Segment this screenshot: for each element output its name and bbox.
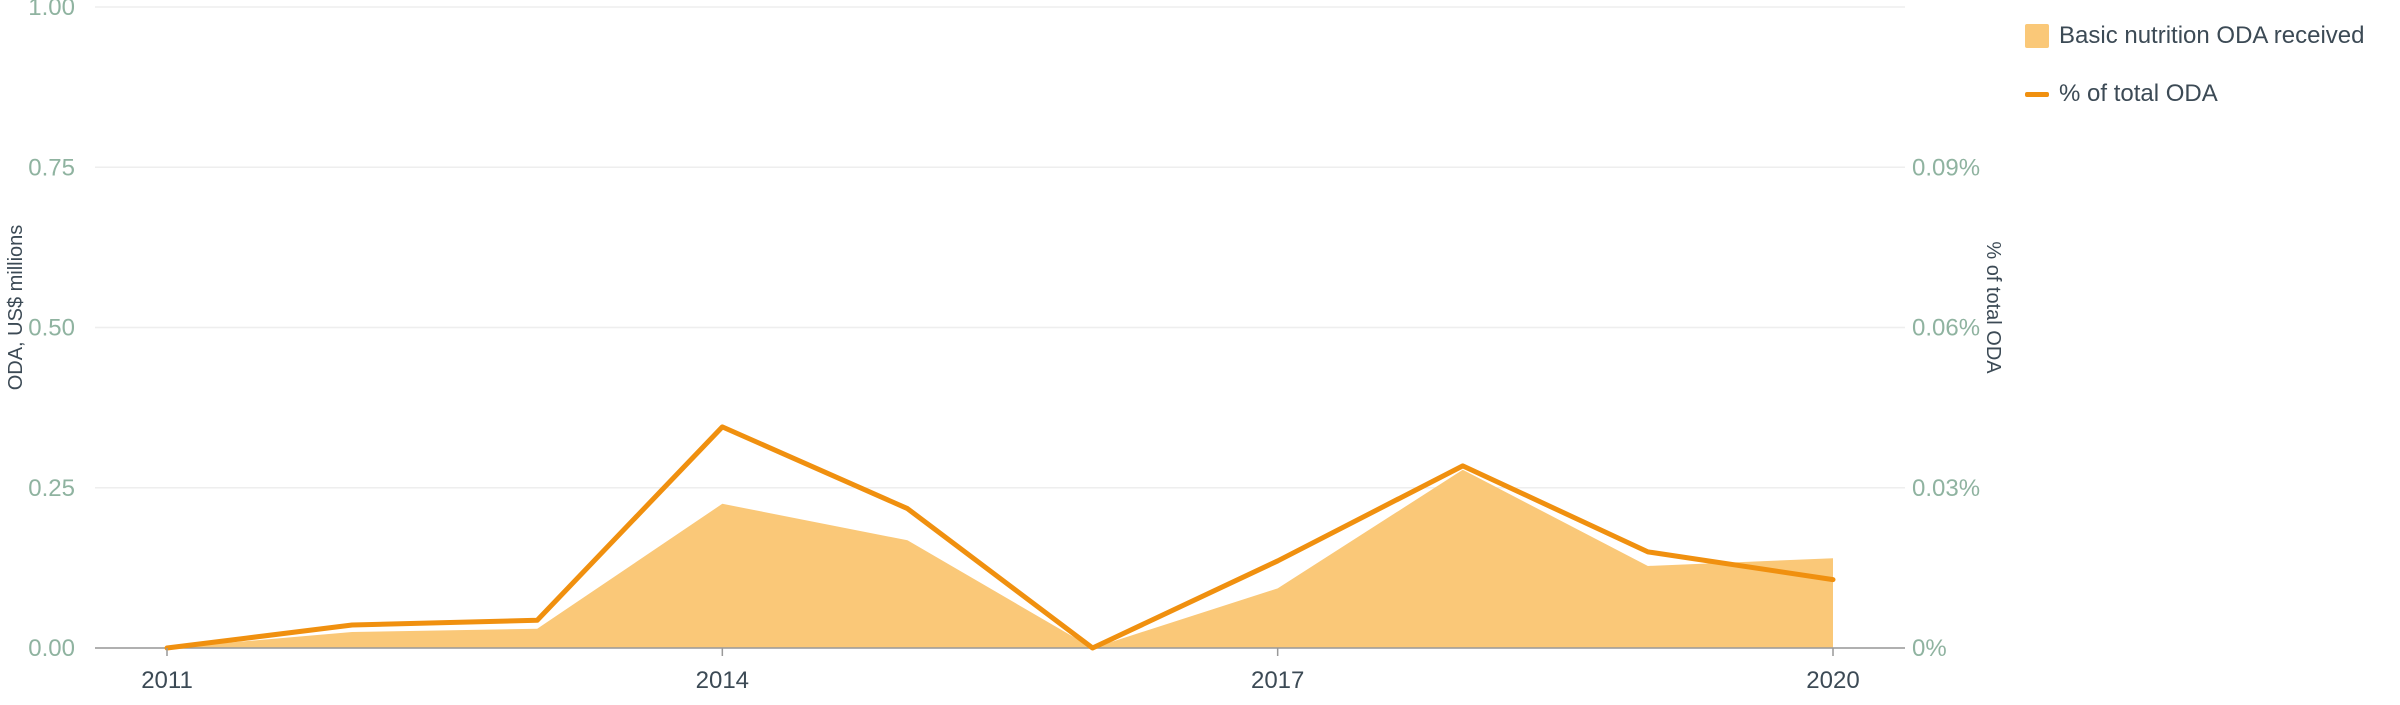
y-tick-label: 1.00 <box>28 0 75 21</box>
y-tick-label: 0.00 <box>28 635 75 662</box>
x-tick-label: 2017 <box>1251 667 1304 694</box>
x-tick-label: 2014 <box>696 667 749 694</box>
line-series-pct-total-oda <box>164 424 1836 651</box>
y2-axis-title: % of total ODA <box>1982 241 2004 374</box>
legend-label-area: Basic nutrition ODA received <box>2059 22 2365 49</box>
legend-item-area[interactable]: Basic nutrition ODA received <box>2025 18 2395 54</box>
legend-swatch-area <box>2025 24 2049 48</box>
y2-tick-label: 0% <box>1912 635 1947 662</box>
y-tick-label: 0.25 <box>28 475 75 502</box>
y2-tick-label: 0.03% <box>1912 475 1980 502</box>
legend: Basic nutrition ODA received % of total … <box>2025 18 2395 134</box>
x-tick-label: 2011 <box>141 667 193 694</box>
area-series-basic-nutrition <box>167 469 1833 648</box>
x-tick-label: 2020 <box>1806 667 1859 694</box>
y2-tick-label: 0.06% <box>1912 315 1980 342</box>
y-tick-label: 0.75 <box>28 154 75 181</box>
legend-swatch-line <box>2025 91 2049 97</box>
legend-label-line: % of total ODA <box>2059 80 2218 107</box>
y-tick-label: 0.50 <box>28 315 75 342</box>
legend-item-line[interactable]: % of total ODA <box>2025 76 2395 112</box>
y-axis-title: ODA, US$ millions <box>5 225 27 391</box>
y2-tick-label: 0.09% <box>1912 154 1980 181</box>
